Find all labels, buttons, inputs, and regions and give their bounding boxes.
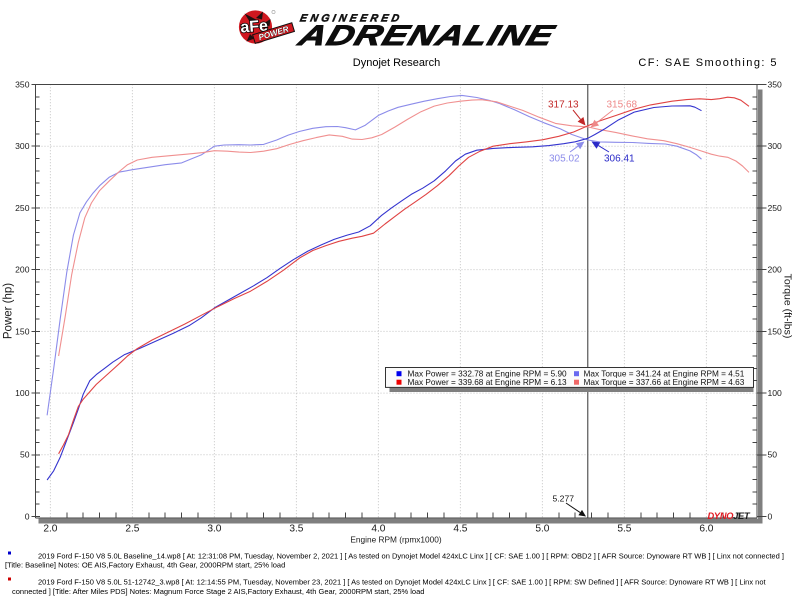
svg-text:2.0: 2.0 bbox=[43, 524, 57, 535]
svg-text:2.5: 2.5 bbox=[125, 524, 139, 535]
svg-text:150: 150 bbox=[15, 326, 30, 336]
svg-text:2019 Ford F-150 V8 5.0L 51-127: 2019 Ford F-150 V8 5.0L 51-12742_3.wp8 [… bbox=[38, 577, 767, 586]
svg-text:50: 50 bbox=[20, 450, 30, 460]
svg-text:317.13: 317.13 bbox=[548, 100, 579, 111]
svg-text:5.277: 5.277 bbox=[553, 493, 575, 503]
svg-text:306.41: 306.41 bbox=[604, 154, 635, 165]
svg-text:connected ] [Title: After Mile: connected ] [Title: After Miles PDS] Not… bbox=[12, 587, 424, 596]
svg-text:Max Torque = 341.24 at Engine: Max Torque = 341.24 at Engine RPM = 4.51 bbox=[584, 370, 745, 379]
svg-text:6.0: 6.0 bbox=[699, 524, 713, 535]
svg-text:150: 150 bbox=[768, 326, 783, 336]
svg-text:100: 100 bbox=[768, 388, 783, 398]
svg-text:ADRENALINE: ADRENALINE bbox=[294, 20, 560, 51]
svg-text:350: 350 bbox=[768, 79, 783, 89]
svg-text:Torque (ft-lbs): Torque (ft-lbs) bbox=[782, 274, 794, 339]
svg-text:5.5: 5.5 bbox=[617, 524, 631, 535]
svg-text:[Title: Baseline] Notes: OE A: [Title: Baseline] Notes: OE AIS,Factory … bbox=[5, 560, 285, 569]
svg-text:Power (hp): Power (hp) bbox=[3, 283, 15, 339]
svg-text:DYNOJET: DYNOJET bbox=[708, 511, 751, 521]
svg-text:Dynojet Research: Dynojet Research bbox=[353, 57, 440, 69]
svg-text:Max Power = 339.68 at Engine R: Max Power = 339.68 at Engine RPM = 6.13 bbox=[408, 378, 568, 387]
svg-text:Max Torque = 337.66 at Engine: Max Torque = 337.66 at Engine RPM = 4.63 bbox=[584, 378, 745, 387]
svg-text:ENGINEERED: ENGINEERED bbox=[299, 13, 404, 25]
svg-text:4.0: 4.0 bbox=[371, 524, 385, 535]
svg-text:2019 Ford F-150 V8 5.0L Baseli: 2019 Ford F-150 V8 5.0L Baseline_14.wp8 … bbox=[38, 551, 784, 560]
svg-text:305.02: 305.02 bbox=[549, 154, 580, 165]
svg-text:250: 250 bbox=[768, 203, 783, 213]
svg-text:100: 100 bbox=[15, 388, 30, 398]
svg-text:300: 300 bbox=[15, 141, 30, 151]
svg-text:Max Power = 332.78 at Engine R: Max Power = 332.78 at Engine RPM = 5.90 bbox=[408, 370, 568, 379]
svg-text:200: 200 bbox=[15, 265, 30, 275]
svg-text:300: 300 bbox=[768, 141, 783, 151]
svg-text:CF: SAE Smoothing: 5: CF: SAE Smoothing: 5 bbox=[638, 57, 778, 69]
svg-text:3.0: 3.0 bbox=[207, 524, 221, 535]
svg-text:0: 0 bbox=[25, 511, 30, 521]
svg-text:350: 350 bbox=[15, 79, 30, 89]
svg-text:3.5: 3.5 bbox=[289, 524, 303, 535]
svg-text:0: 0 bbox=[768, 511, 773, 521]
svg-text:4.5: 4.5 bbox=[453, 524, 467, 535]
svg-text:250: 250 bbox=[15, 203, 30, 213]
svg-text:315.68: 315.68 bbox=[607, 100, 638, 111]
svg-text:50: 50 bbox=[768, 450, 778, 460]
svg-text:200: 200 bbox=[768, 265, 783, 275]
svg-text:ADRENALINE: ADRENALINE bbox=[294, 20, 560, 51]
svg-text:5.0: 5.0 bbox=[535, 524, 549, 535]
svg-text:Engine RPM (rpmx1000): Engine RPM (rpmx1000) bbox=[350, 535, 442, 545]
